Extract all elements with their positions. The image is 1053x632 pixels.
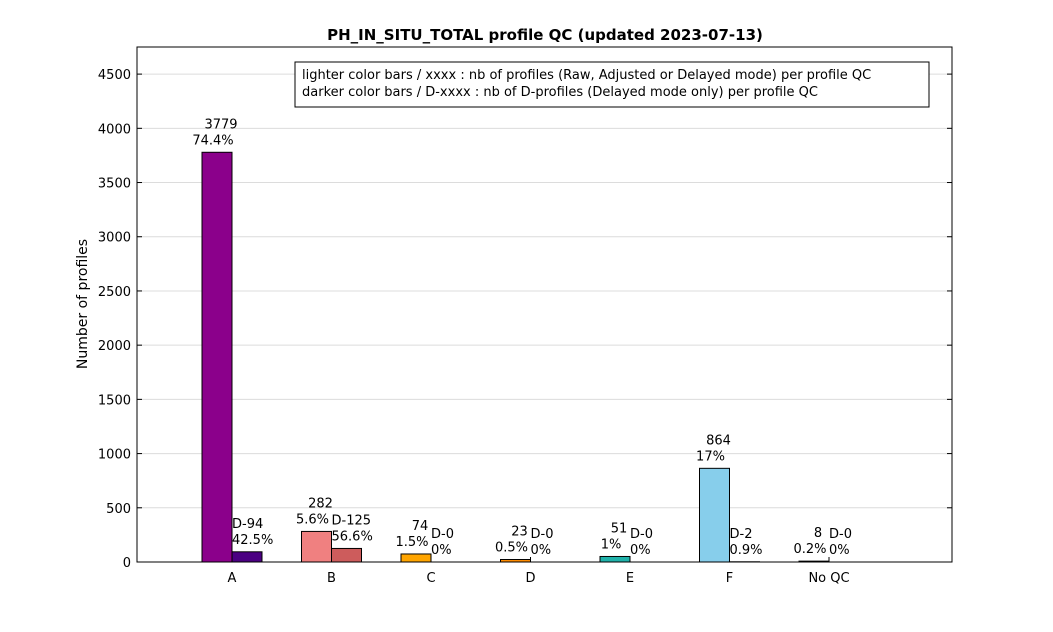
bar-total-pct-label: 0.5% <box>495 541 528 556</box>
bar-total-count-label: 74 <box>412 519 429 534</box>
x-tick-label: F <box>726 571 733 586</box>
plot-frame <box>136 46 953 563</box>
bars <box>201 151 830 563</box>
bar-delayed-count-label: D-0 <box>431 527 454 542</box>
bar-total-pct-label: 1.5% <box>395 535 428 550</box>
bar-delayed-count-label: D-0 <box>829 527 852 542</box>
bar-total-pct-label: 1% <box>601 537 622 552</box>
bar-delayed-count-label: D-0 <box>630 527 653 542</box>
bar-total-count-label: 23 <box>511 525 528 540</box>
bar-delayed-count-label: D-2 <box>730 527 753 542</box>
bar-delayed-count-label: D-94 <box>232 517 263 532</box>
bar-total <box>201 151 233 563</box>
x-tick-label: A <box>228 571 237 586</box>
x-tick-label: C <box>426 571 435 586</box>
bar-delayed-count-label: D-125 <box>332 513 372 528</box>
legend-box <box>294 61 930 108</box>
y-ticks: 0 500 1000 1500 2000 2500 3000 3500 4000 4500 <box>98 68 952 571</box>
bar-total <box>699 467 730 563</box>
x-ticks: A B C D E F No QC <box>228 557 850 586</box>
x-tick-label: E <box>626 571 634 586</box>
bar-total <box>599 555 631 563</box>
bar-delayed-pct-label: 0% <box>531 543 552 558</box>
bar-delayed <box>231 551 263 563</box>
legend-line-1: lighter color bars / xxxx : nb of profil… <box>302 68 871 83</box>
bar-total <box>400 553 432 563</box>
bar-delayed-pct-label: 0% <box>829 543 850 558</box>
y-tick-label: 4500 <box>98 68 131 83</box>
x-tick-label: No QC <box>808 571 849 586</box>
y-tick-label: 0 <box>123 556 131 571</box>
y-tick-label: 500 <box>106 502 131 517</box>
bar-total-count-label: 282 <box>308 496 333 511</box>
bar-total-count-label: 51 <box>611 521 628 536</box>
bar-delayed-pct-label: 0% <box>630 543 651 558</box>
y-tick-label: 1500 <box>98 393 131 408</box>
bar-delayed-pct-label: 0% <box>431 543 452 558</box>
legend-line-2: darker color bars / D-xxxx : nb of D-pro… <box>302 85 818 100</box>
chart-title: PH_IN_SITU_TOTAL profile QC (updated 202… <box>327 26 763 44</box>
bar-delayed <box>331 547 362 563</box>
bar-total-pct-label: 0.2% <box>793 542 826 557</box>
bar-total-count-label: 8 <box>814 526 822 541</box>
bar-total <box>301 530 332 563</box>
x-tick-label: B <box>327 571 336 586</box>
bar-delayed-pct-label: 56.6% <box>332 529 373 544</box>
bar-total-count-label: 3779 <box>204 117 237 132</box>
y-axis-label: Number of profiles <box>75 239 91 369</box>
bar-total-pct-label: 5.6% <box>296 512 329 527</box>
bar-delayed-pct-label: 42.5% <box>232 533 273 548</box>
y-tick-label: 4000 <box>98 122 131 137</box>
y-tick-label: 3000 <box>98 231 131 246</box>
legend: lighter color bars / xxxx : nb of profil… <box>294 61 930 108</box>
y-tick-label: 2000 <box>98 339 131 354</box>
bar-total-pct-label: 17% <box>696 449 725 464</box>
y-tick-label: 1000 <box>98 448 131 463</box>
y-tick-label: 2500 <box>98 285 131 300</box>
bar-delayed-count-label: D-0 <box>531 527 554 542</box>
y-tick-label: 3500 <box>98 177 131 192</box>
bar-total-count-label: 864 <box>706 433 731 448</box>
x-tick-label: D <box>525 571 535 586</box>
bar-total-pct-label: 74.4% <box>192 133 233 148</box>
bar-delayed-pct-label: 0.9% <box>730 543 763 558</box>
grid <box>137 73 952 509</box>
